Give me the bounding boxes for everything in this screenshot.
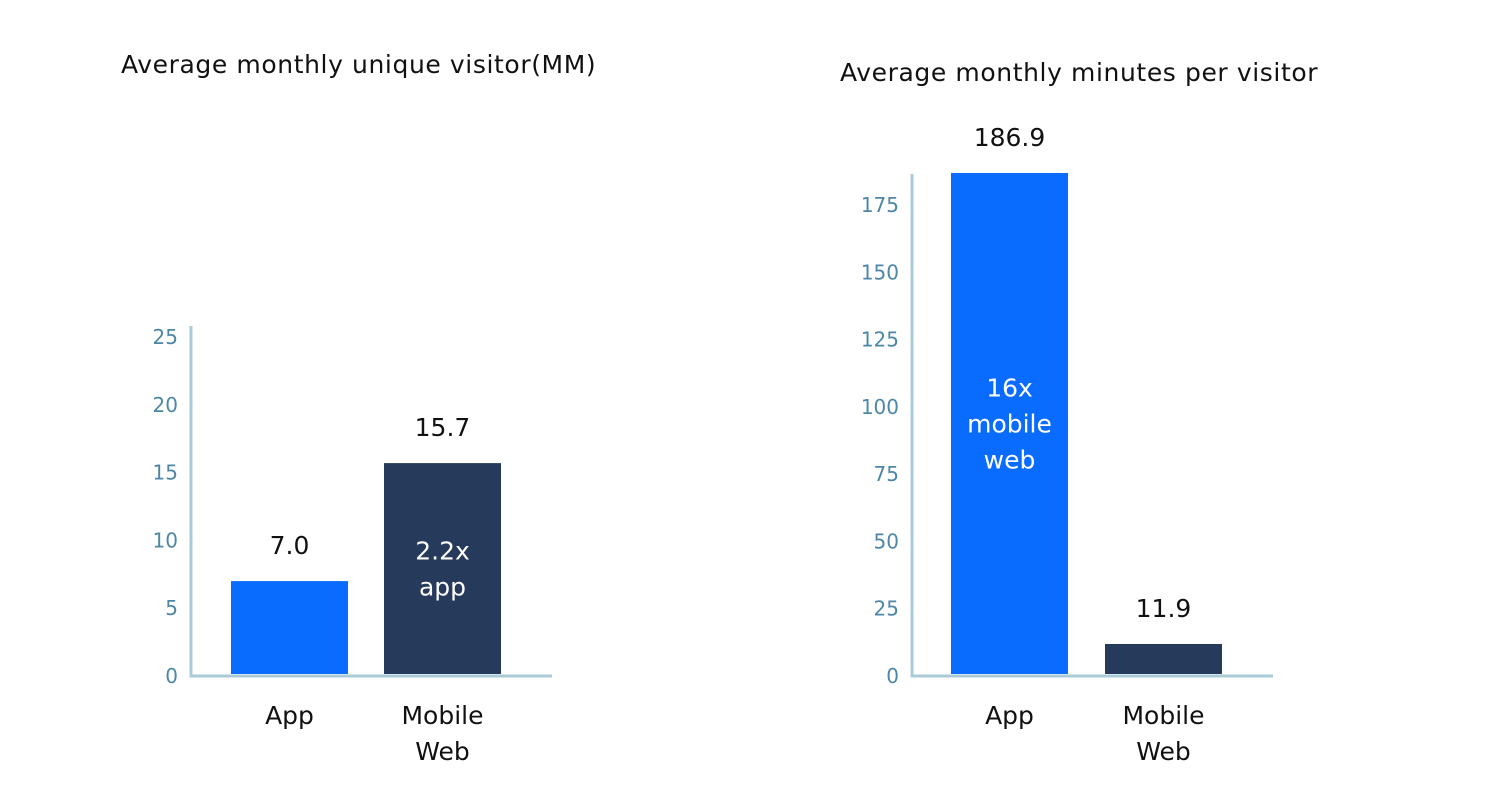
x-tick-label: Mobile: [401, 701, 483, 730]
y-tick-label: 150: [861, 260, 899, 284]
chart-title-minutes-per-visitor: Average monthly minutes per visitor: [840, 58, 1319, 87]
bar-annotation: app: [419, 573, 466, 602]
y-tick-label: 0: [886, 664, 899, 688]
y-tick-label: 125: [861, 328, 899, 352]
y-tick-label: 20: [153, 393, 178, 417]
x-tick-label: Mobile: [1122, 701, 1204, 730]
y-tick-label: 0: [165, 664, 178, 688]
bar: [231, 581, 348, 674]
y-tick-label: 25: [153, 325, 178, 349]
y-tick-label: 50: [874, 529, 899, 553]
x-tick-label: Web: [415, 737, 470, 766]
y-tick-label: 25: [874, 597, 899, 621]
y-tick-label: 15: [153, 461, 178, 485]
x-tick-label: App: [985, 701, 1034, 730]
bar-annotation: 16x: [986, 373, 1033, 402]
x-tick-label: Web: [1136, 737, 1191, 766]
y-tick-label: 75: [874, 462, 899, 486]
data-label: 186.9: [974, 123, 1046, 152]
chart-minutes-per-visitor: 0 25 50 75 100 125 150 175 186.9 16x mobile web App 1…: [861, 123, 1273, 766]
bar: [1105, 643, 1222, 674]
bar-annotation: mobile: [967, 409, 1052, 438]
y-tick-label: 175: [861, 193, 899, 217]
y-tick-label: 10: [153, 528, 178, 552]
data-label: 7.0: [270, 531, 310, 560]
bar: [384, 463, 501, 674]
bar: [951, 172, 1068, 675]
y-tick-label: 100: [861, 395, 899, 419]
data-label: 11.9: [1136, 594, 1192, 623]
bar-annotation: web: [984, 445, 1036, 474]
chart-unique-visitors: 0 5 10 15 20 25 7.0 App 15.7 2.2x app Mobile Web: [153, 325, 552, 766]
bar-annotation: 2.2x: [415, 537, 470, 566]
chart-title-unique-visitors: Average monthly unique visitor(MM): [121, 50, 597, 79]
data-label: 15.7: [415, 413, 471, 442]
y-tick-label: 5: [165, 596, 178, 620]
x-tick-label: App: [265, 701, 314, 730]
